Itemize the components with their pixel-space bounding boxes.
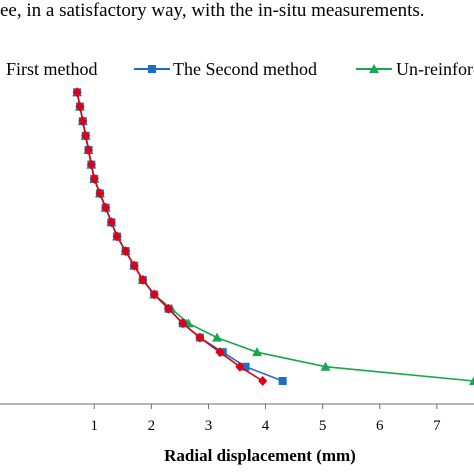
series-the-second-method	[73, 88, 287, 385]
series-first-method	[72, 87, 268, 386]
x-tick-label: 1	[90, 418, 98, 434]
data-point-first-method	[106, 217, 116, 228]
data-point-first-method	[84, 144, 94, 155]
data-point-first-method	[178, 318, 188, 329]
legend-label-first-method: First method	[6, 59, 98, 79]
data-point-the-second-method	[241, 362, 250, 371]
data-point-first-method	[72, 87, 82, 98]
legend-label-second-method: The Second method	[173, 59, 317, 79]
data-point-first-method	[121, 246, 131, 257]
data-point-un-reinforced	[320, 361, 331, 371]
data-point-first-method	[78, 116, 88, 127]
data-point-first-method	[129, 260, 139, 271]
data-point-first-method	[163, 303, 173, 314]
series-layer	[72, 87, 474, 386]
data-point-first-method	[195, 332, 205, 343]
figure-caption: ee, in a satisfactory way, with the in-s…	[0, 0, 425, 21]
data-point-un-reinforced	[212, 332, 223, 342]
legend-label-unreinforced: Un-reinforced	[396, 59, 474, 79]
data-point-first-method	[86, 159, 96, 170]
legend: First method The Second method Un-reinfo…	[6, 59, 474, 79]
x-axis-label: Radial displacement (mm)	[164, 446, 356, 465]
x-tick-label: 7	[433, 418, 441, 434]
data-point-first-method	[149, 289, 159, 300]
data-point-first-method	[75, 101, 85, 112]
x-tick-label: 6	[376, 418, 384, 434]
series-line-first-method	[76, 92, 264, 382]
data-point-first-method	[215, 347, 225, 358]
data-point-first-method	[138, 274, 148, 285]
data-point-first-method	[89, 173, 99, 184]
series-line-the-second-method	[76, 92, 283, 382]
data-point-first-method	[81, 130, 91, 141]
x-tick-label: 2	[148, 418, 156, 434]
legend-marker-unreinforced	[369, 64, 379, 73]
data-point-un-reinforced	[469, 375, 474, 385]
data-point-un-reinforced	[251, 347, 262, 357]
x-tick-label: 3	[205, 418, 213, 434]
data-point-first-method	[258, 375, 268, 386]
legend-marker-second-method	[148, 65, 156, 73]
data-point-first-method	[95, 188, 105, 199]
x-tick-label: 4	[262, 418, 270, 434]
data-point-the-second-method	[278, 376, 287, 385]
data-point-first-method	[101, 202, 111, 213]
x-tick-label: 5	[319, 418, 327, 434]
series-line-un-reinforced	[76, 92, 474, 382]
series-un-reinforced	[72, 87, 474, 385]
data-point-first-method	[235, 361, 245, 372]
data-point-first-method	[112, 231, 122, 242]
x-ticks: 1 2 3 4 5 6 7	[90, 404, 441, 434]
